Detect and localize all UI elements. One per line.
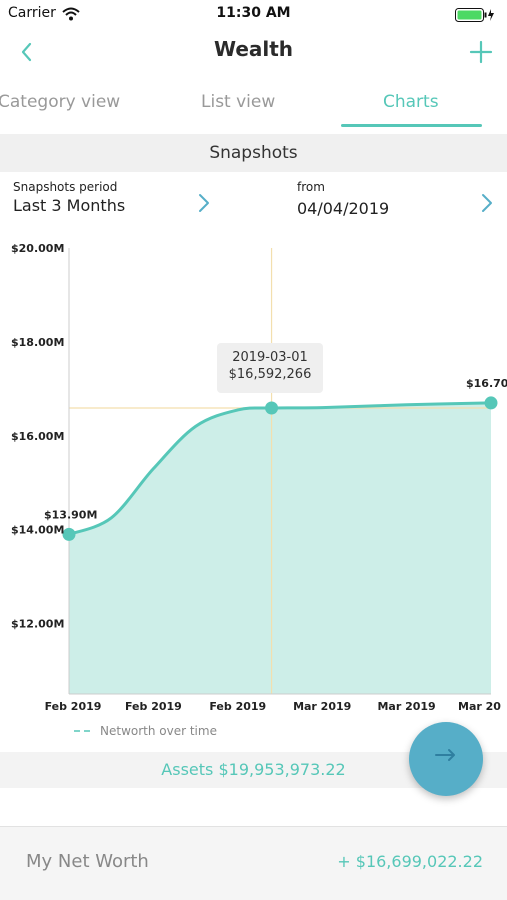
x-tick-label: Feb 2019	[45, 700, 102, 713]
x-tick-label: Mar 2019	[293, 700, 351, 713]
y-tick-label: $14.00M	[11, 524, 64, 537]
x-tick-label: Feb 2019	[125, 700, 182, 713]
chart-tooltip: 2019-03-01 $16,592,266	[217, 343, 323, 393]
net-worth-label: My Net Worth	[26, 851, 149, 872]
x-tick-label: Feb 2019	[209, 700, 266, 713]
chart-canvas: $20.00M $18.00M $16.00M $14.00M $12.00M Feb …	[11, 242, 507, 738]
active-tab-indicator	[341, 124, 482, 127]
start-value-label: $13.90M	[44, 508, 97, 521]
swap-arrows-icon	[435, 749, 455, 761]
end-value-label: $16.70	[466, 377, 507, 390]
networth-chart[interactable]: $20.00M $18.00M $16.00M $14.00M $12.00M Feb …	[0, 232, 507, 752]
y-tick-label: $20.00M	[11, 242, 64, 255]
page-title: Wealth	[213, 37, 294, 61]
net-worth-summary: My Net Worth + $16,699,022.22	[0, 826, 507, 900]
period-chevron-right-icon[interactable]	[196, 192, 212, 214]
status-bar: Carrier 11:30 AM	[0, 0, 507, 28]
data-point-start	[62, 527, 76, 541]
wifi-icon	[62, 6, 80, 25]
view-tabs: Category view List view Charts	[0, 80, 507, 130]
add-button[interactable]	[467, 38, 495, 66]
plus-icon	[469, 40, 493, 64]
snapshots-period-label: Snapshots period	[13, 180, 118, 194]
back-button[interactable]	[14, 38, 42, 66]
carrier-label: Carrier	[8, 5, 56, 21]
tooltip-date: 2019-03-01	[232, 350, 308, 365]
swap-view-button[interactable]	[409, 722, 483, 796]
tooltip-value: $16,592,266	[228, 367, 312, 382]
tab-charts[interactable]: Charts	[383, 92, 439, 112]
x-tick-label: Mar 20	[458, 700, 501, 713]
from-date-value[interactable]: 04/04/2019	[297, 199, 390, 218]
y-tick-label: $16.00M	[11, 430, 64, 443]
data-point-selected	[265, 401, 279, 415]
x-tick-label: Mar 2019	[377, 700, 435, 713]
y-tick-label: $12.00M	[11, 618, 64, 631]
snapshots-period-value[interactable]: Last 3 Months	[13, 196, 126, 215]
chart-area-fill	[69, 402, 491, 694]
series-line-networth	[68, 401, 492, 536]
battery-icon	[455, 7, 495, 26]
legend-label: Networth over time	[100, 724, 217, 738]
y-tick-label: $18.00M	[11, 336, 64, 349]
section-title: Snapshots	[0, 134, 507, 172]
from-label: from	[297, 180, 325, 194]
navigation-bar: Wealth	[0, 28, 507, 76]
net-worth-value: + $16,699,022.22	[337, 852, 483, 871]
from-chevron-right-icon[interactable]	[479, 192, 495, 214]
tab-list-view[interactable]: List view	[201, 92, 276, 112]
period-selector: Snapshots period Last 3 Months from 04/0…	[0, 172, 507, 228]
data-point-end	[484, 396, 498, 410]
clock-time: 11:30 AM	[216, 5, 291, 21]
tab-category-view[interactable]: Category view	[0, 92, 121, 112]
chevron-left-icon	[21, 42, 32, 62]
